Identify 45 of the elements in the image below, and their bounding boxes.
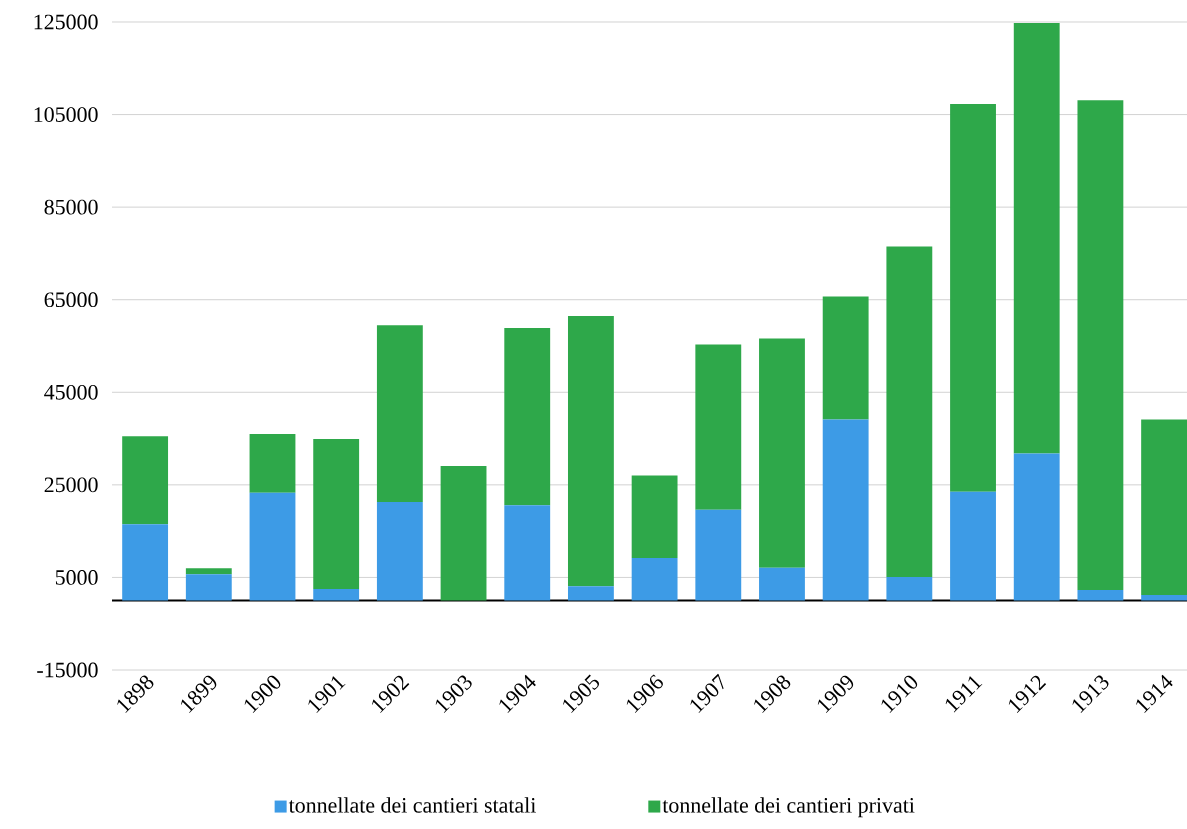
bar [759,567,805,601]
bar [695,509,742,601]
bar [822,419,869,601]
bar [950,103,996,492]
bar [313,589,360,601]
bar [1013,453,1060,601]
bar [185,574,232,601]
bar [376,501,423,601]
bar [504,505,551,601]
y-tick-label: 65000 [44,292,98,308]
bar [567,315,614,587]
legend-label: tonnellate dei cantieri statali [288,797,536,813]
bar [695,344,742,510]
bar [122,524,169,601]
y-tick-label: 105000 [34,107,98,122]
bar [504,327,551,506]
y-tick-label: 125000 [34,14,98,30]
bar [313,439,360,589]
bar [886,246,933,577]
y-tick-label: -15000 [37,662,98,678]
bar [1077,100,1124,590]
bar [759,338,805,568]
bar [185,568,232,575]
bar [249,433,296,493]
y-tick-label: 45000 [44,384,98,400]
bar [440,465,487,601]
y-tick-label: 85000 [44,199,98,215]
bar [631,557,678,601]
legend-label: tonnellate dei cantieri privati [662,797,915,818]
bar [376,325,423,502]
bar [122,436,169,525]
x-tick-label: 1911 [945,676,983,713]
bar [1141,595,1187,601]
bar [950,491,996,601]
y-tick-label: 25000 [44,477,98,493]
bar [1013,22,1060,454]
x-tick-label: 1901 [308,676,346,714]
bar [631,475,678,558]
y-tick-label: 5000 [55,570,98,585]
bar [567,586,614,601]
bar [1077,589,1124,601]
bar [886,576,933,601]
bar [1141,419,1187,596]
bar [822,296,869,420]
bar [249,492,296,601]
